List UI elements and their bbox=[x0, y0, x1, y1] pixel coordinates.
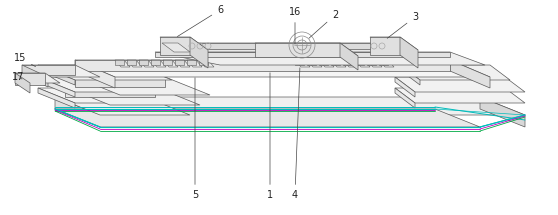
Polygon shape bbox=[175, 60, 184, 65]
Polygon shape bbox=[75, 77, 210, 95]
Polygon shape bbox=[190, 43, 372, 49]
Polygon shape bbox=[38, 65, 172, 80]
Polygon shape bbox=[65, 87, 155, 97]
Polygon shape bbox=[139, 60, 154, 67]
Polygon shape bbox=[343, 60, 352, 65]
Text: 17: 17 bbox=[12, 72, 24, 82]
Polygon shape bbox=[175, 60, 190, 67]
Polygon shape bbox=[55, 109, 480, 127]
Polygon shape bbox=[55, 97, 525, 115]
Polygon shape bbox=[15, 73, 60, 83]
Polygon shape bbox=[480, 97, 525, 127]
Polygon shape bbox=[160, 37, 190, 55]
Text: 6: 6 bbox=[177, 5, 223, 37]
Polygon shape bbox=[15, 73, 45, 85]
Polygon shape bbox=[331, 60, 340, 65]
Polygon shape bbox=[199, 60, 208, 65]
Polygon shape bbox=[139, 60, 148, 65]
Polygon shape bbox=[199, 60, 214, 67]
Polygon shape bbox=[370, 37, 418, 50]
Polygon shape bbox=[395, 88, 525, 103]
Polygon shape bbox=[295, 60, 310, 67]
Polygon shape bbox=[38, 65, 75, 85]
Polygon shape bbox=[395, 77, 415, 97]
Polygon shape bbox=[187, 60, 202, 67]
Polygon shape bbox=[15, 73, 30, 93]
Polygon shape bbox=[38, 77, 75, 97]
Polygon shape bbox=[190, 43, 388, 52]
Polygon shape bbox=[307, 60, 322, 67]
Polygon shape bbox=[151, 60, 166, 67]
Text: 3: 3 bbox=[387, 12, 418, 38]
Polygon shape bbox=[127, 60, 142, 67]
Polygon shape bbox=[395, 77, 525, 92]
Polygon shape bbox=[160, 37, 208, 50]
Polygon shape bbox=[163, 60, 178, 67]
Text: 16: 16 bbox=[289, 7, 301, 44]
Polygon shape bbox=[127, 60, 136, 65]
Polygon shape bbox=[162, 43, 190, 52]
Polygon shape bbox=[187, 60, 196, 65]
Polygon shape bbox=[22, 65, 48, 87]
Polygon shape bbox=[331, 60, 346, 67]
Polygon shape bbox=[400, 65, 420, 85]
Polygon shape bbox=[367, 60, 382, 67]
Polygon shape bbox=[38, 77, 188, 92]
Polygon shape bbox=[319, 60, 328, 65]
Polygon shape bbox=[367, 60, 376, 65]
Polygon shape bbox=[151, 60, 160, 65]
Text: 1: 1 bbox=[267, 73, 273, 200]
Polygon shape bbox=[355, 60, 370, 67]
Polygon shape bbox=[75, 60, 115, 88]
Polygon shape bbox=[38, 88, 188, 103]
Polygon shape bbox=[75, 60, 490, 77]
Polygon shape bbox=[395, 88, 415, 108]
Polygon shape bbox=[255, 43, 340, 57]
Text: 5: 5 bbox=[192, 78, 198, 200]
Polygon shape bbox=[55, 97, 100, 127]
Polygon shape bbox=[295, 60, 304, 65]
Polygon shape bbox=[450, 60, 490, 88]
Polygon shape bbox=[400, 65, 510, 80]
Polygon shape bbox=[307, 60, 316, 65]
Polygon shape bbox=[255, 43, 358, 56]
Polygon shape bbox=[38, 88, 75, 108]
Polygon shape bbox=[155, 52, 485, 65]
Polygon shape bbox=[163, 60, 172, 65]
Polygon shape bbox=[115, 60, 124, 65]
Polygon shape bbox=[379, 60, 388, 65]
Text: 4: 4 bbox=[292, 68, 300, 200]
Polygon shape bbox=[75, 77, 165, 87]
Polygon shape bbox=[155, 52, 450, 57]
Polygon shape bbox=[75, 60, 450, 71]
Text: 15: 15 bbox=[14, 53, 36, 67]
Polygon shape bbox=[22, 65, 75, 75]
Polygon shape bbox=[355, 60, 364, 65]
Polygon shape bbox=[319, 60, 334, 67]
Polygon shape bbox=[190, 37, 208, 68]
Polygon shape bbox=[65, 87, 200, 105]
Polygon shape bbox=[340, 43, 358, 70]
Polygon shape bbox=[370, 37, 400, 55]
Polygon shape bbox=[55, 97, 190, 115]
Text: 2: 2 bbox=[309, 10, 338, 38]
Polygon shape bbox=[400, 37, 418, 68]
Polygon shape bbox=[379, 60, 394, 67]
Polygon shape bbox=[115, 60, 130, 67]
Polygon shape bbox=[343, 60, 358, 67]
Polygon shape bbox=[22, 65, 100, 77]
